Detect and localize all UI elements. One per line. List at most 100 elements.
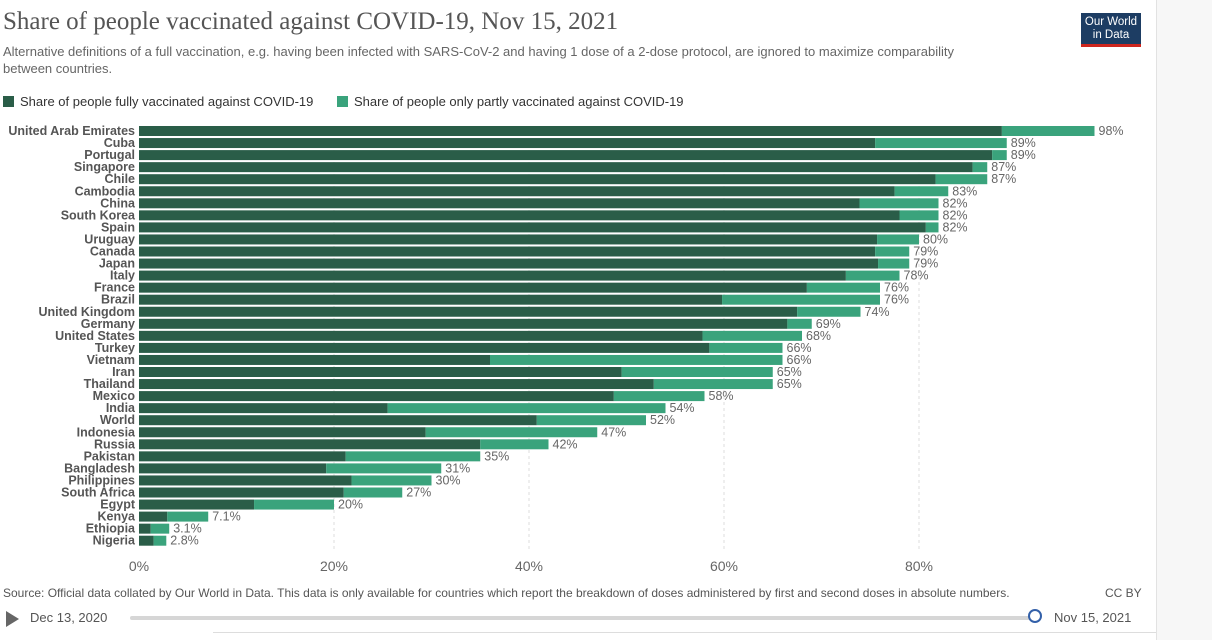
category-label: Italy — [110, 269, 135, 283]
owid-logo[interactable]: Our World in Data — [1081, 13, 1141, 47]
category-label: Cuba — [104, 136, 136, 150]
logo-line-2: in Data — [1092, 29, 1130, 41]
bar-full — [139, 210, 900, 221]
chart-subtitle: Alternative definitions of a full vaccin… — [3, 44, 954, 76]
bar-partial — [345, 451, 481, 462]
bar-partial — [894, 186, 949, 197]
bar-partial — [709, 342, 783, 353]
category-label: South Korea — [61, 208, 136, 222]
category-label: Vietnam — [87, 353, 135, 367]
data-label: 89% — [1011, 136, 1036, 150]
bar-full — [139, 463, 327, 474]
data-label: 3.1% — [173, 522, 202, 536]
data-label: 66% — [787, 341, 812, 355]
data-label: 98% — [1099, 124, 1124, 138]
source-note: Source: Official data collated by Our Wo… — [3, 586, 1010, 600]
data-label: 76% — [884, 293, 909, 307]
bar-full — [139, 174, 936, 185]
bar-partial — [490, 354, 783, 365]
bar-full — [139, 451, 346, 462]
category-label: United Kingdom — [38, 305, 135, 319]
bar-full — [139, 126, 1002, 136]
bar-partial — [787, 318, 812, 329]
bar-full — [139, 523, 151, 534]
bar-full — [139, 415, 537, 426]
bar-full — [139, 475, 352, 486]
data-label: 87% — [991, 160, 1016, 174]
bar-partial — [167, 511, 209, 522]
legend-label-full: Share of people fully vaccinated against… — [20, 94, 314, 109]
category-label: Canada — [90, 245, 136, 259]
data-label: 30% — [436, 473, 461, 487]
category-label: Japan — [99, 257, 135, 271]
bar-full — [139, 234, 878, 245]
bar-full — [139, 138, 876, 149]
bar-full — [139, 367, 622, 377]
bar-full — [139, 535, 154, 546]
x-tick-label: 20% — [320, 558, 348, 574]
timeline-slider-handle[interactable] — [1028, 609, 1042, 623]
data-label: 79% — [913, 245, 938, 259]
bar-full — [139, 487, 344, 498]
license-link[interactable]: CC BY — [1105, 586, 1142, 600]
data-label: 42% — [553, 437, 578, 451]
chart-title: Share of people vaccinated against COVID… — [3, 8, 619, 35]
logo-line-1: Our World — [1084, 16, 1138, 28]
category-label: Mexico — [93, 389, 136, 403]
page-gutter — [1157, 0, 1212, 640]
bar-partial — [702, 330, 802, 341]
legend-item-partial[interactable]: Share of people only partly vaccinated a… — [337, 94, 684, 109]
category-label: World — [100, 413, 135, 427]
legend-item-full[interactable]: Share of people fully vaccinated against… — [3, 94, 313, 109]
category-label: Singapore — [74, 160, 135, 174]
legend-label-partial: Share of people only partly vaccinated a… — [354, 94, 684, 109]
bar-full — [139, 162, 973, 173]
bar-partial — [621, 367, 773, 377]
bar-partial — [925, 222, 939, 233]
bar-partial — [153, 535, 167, 546]
play-icon[interactable] — [6, 611, 19, 627]
bar-full — [139, 354, 490, 365]
category-label: Russia — [94, 437, 136, 451]
category-label: France — [94, 281, 135, 295]
data-label: 83% — [952, 184, 977, 198]
data-label: 74% — [865, 305, 890, 319]
bar-full — [139, 294, 723, 305]
bar-partial — [722, 294, 880, 305]
data-label: 65% — [777, 365, 802, 379]
timeline-start-date: Dec 13, 2020 — [30, 610, 108, 625]
bar-full — [139, 222, 926, 233]
bar-partial — [613, 391, 705, 402]
bar-full — [139, 198, 860, 209]
bar-full — [139, 318, 788, 329]
tab-bar-edge — [213, 632, 1156, 641]
bar-partial — [536, 415, 646, 426]
category-label: United Arab Emirates — [8, 124, 135, 138]
category-label: Turkey — [95, 341, 135, 355]
data-label: 80% — [923, 232, 948, 246]
bar-chart: 0% 20% 40% 60% 80% United Arab Emirates 98% Cub… — [8, 124, 1124, 574]
category-label: United States — [55, 329, 135, 343]
timeline-slider-track[interactable] — [130, 616, 1035, 620]
category-label: Iran — [112, 365, 135, 379]
data-label: 58% — [709, 389, 734, 403]
bar-full — [139, 150, 993, 161]
bar-partial — [972, 162, 988, 173]
bar-partial — [875, 138, 1007, 149]
x-tick-label: 40% — [515, 558, 543, 574]
data-label: 78% — [904, 269, 929, 283]
bar-full — [139, 246, 876, 257]
bar-partial — [254, 499, 334, 510]
bar-partial — [351, 475, 432, 486]
data-label: 35% — [484, 449, 509, 463]
bar-partial — [878, 258, 910, 269]
bar-full — [139, 258, 879, 269]
category-label: China — [100, 196, 136, 210]
category-label: Portugal — [84, 148, 135, 162]
bar-partial — [653, 379, 773, 390]
chart-legend: Share of people fully vaccinated against… — [3, 94, 704, 110]
category-label: Nigeria — [93, 534, 136, 548]
data-label: 31% — [445, 461, 470, 475]
bar-full — [139, 439, 481, 450]
category-label: Indonesia — [77, 425, 136, 439]
